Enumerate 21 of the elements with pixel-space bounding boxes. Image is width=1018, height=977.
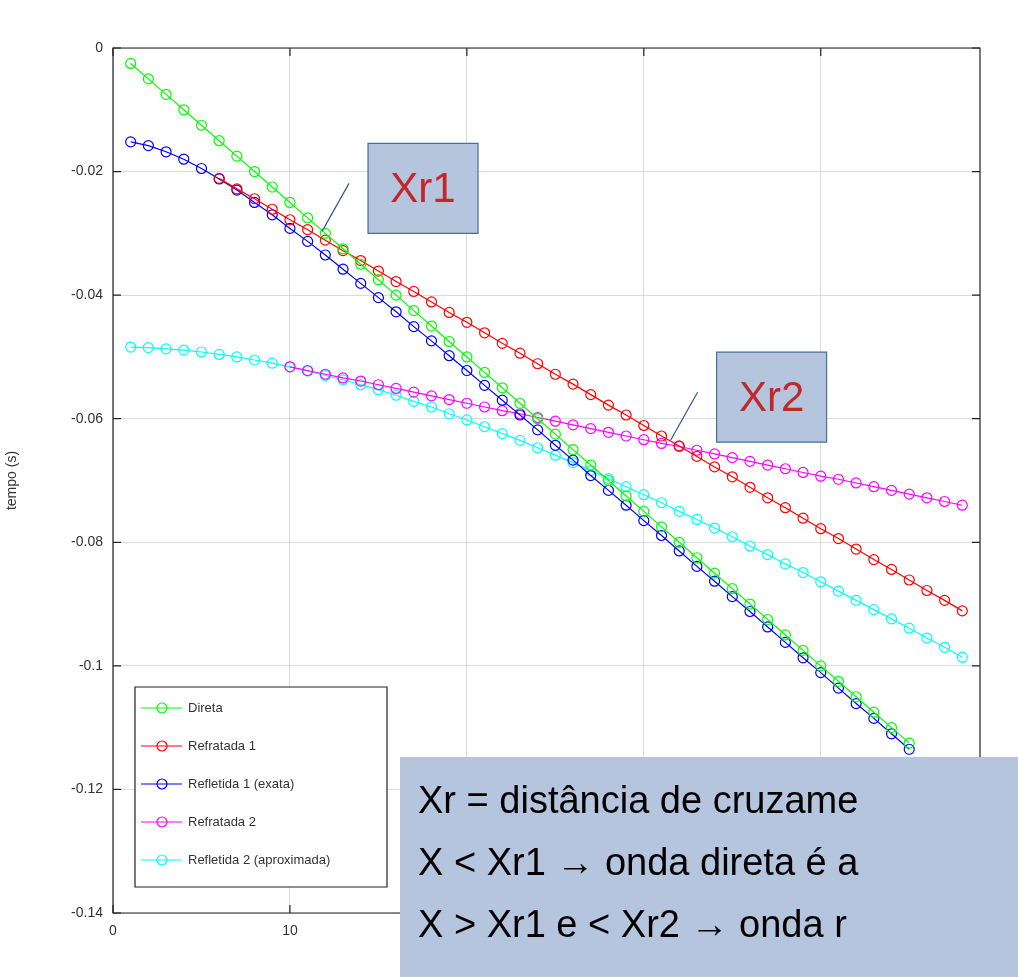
y-tick-label: -0.06	[71, 409, 104, 426]
note-panel: Xr = distância de cruzame X < Xr1 → onda direta é a X > Xr1 e < Xr2 → onda r	[400, 757, 1018, 977]
y-axis-title: tempo (s)	[3, 450, 20, 511]
y-tick-label: -0.02	[71, 162, 104, 179]
y-tick-label: -0.12	[71, 780, 104, 797]
x-tick-label: 10	[282, 922, 298, 939]
annotation: Xr1	[390, 163, 456, 211]
y-tick-label: -0.14	[71, 903, 104, 920]
legend-label: Direta	[188, 699, 224, 715]
legend-label: Refratada 2	[188, 813, 256, 829]
legend-label: Refratada 1	[188, 737, 256, 753]
annotation: X < Xr1 → onda direta é a	[418, 840, 860, 885]
y-tick-label: 0	[95, 38, 104, 55]
y-tick-label: -0.08	[71, 533, 104, 550]
y-tick-label: -0.04	[71, 286, 104, 302]
y-tick-label: -0.1	[78, 656, 104, 673]
annotation: Xr2	[738, 372, 805, 420]
annotation: Xr = distância de cruzame	[418, 778, 860, 823]
annotation: X > Xr1 e < Xr2 → onda r	[418, 902, 848, 947]
legend-label: Refletida 2 (aproximada)	[188, 851, 331, 867]
legend-label: Refletida 1 (exata)	[188, 775, 295, 791]
